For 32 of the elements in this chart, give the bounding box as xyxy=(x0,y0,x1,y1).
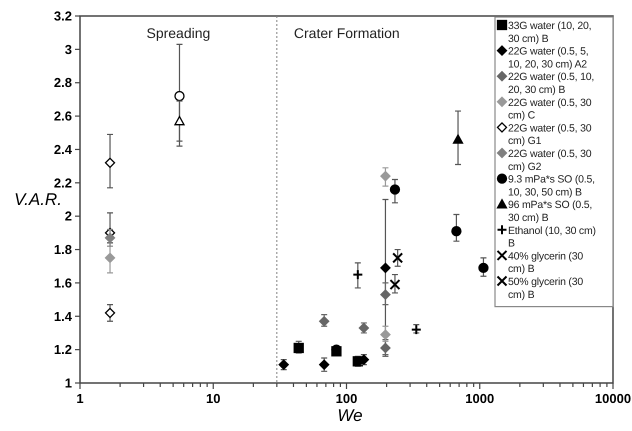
y-tick-label: 2.4 xyxy=(54,142,73,157)
y-tick-label: 1.8 xyxy=(54,242,72,258)
annotation: Crater Formation xyxy=(294,25,400,41)
x-tick-label: 1 xyxy=(76,391,84,406)
y-tick-label: 2.8 xyxy=(54,75,72,90)
y-tick-label: 1.2 xyxy=(54,342,72,358)
y-tick-label: 2 xyxy=(64,208,72,224)
legend-label: 40% glycerin (30 cm) B xyxy=(508,250,584,276)
y-axis-title: V.A.R. xyxy=(14,190,62,209)
y-tick-label: 1 xyxy=(64,376,72,390)
y-tick-label: 2.2 xyxy=(54,175,72,190)
y-tick-label: 1.6 xyxy=(54,275,72,290)
legend-label: 22G water (0.5, 5, 10, 20, 30 cm) A2 xyxy=(508,46,588,70)
legend-label: 33G water (10, 20, 30 cm) B xyxy=(508,20,592,45)
legend-label: Ethanol (10, 30 cm) B xyxy=(508,224,596,250)
y-tick-label: 2.6 xyxy=(54,108,72,124)
y-tick-label: 3.2 xyxy=(54,8,72,24)
y-tick-label: 1.4 xyxy=(54,308,73,324)
annotation: Spreading xyxy=(146,25,210,41)
x-tick-label: 10 xyxy=(206,391,220,406)
legend-label: 22G water (0.5, 10, 20, 30 cm) B xyxy=(508,71,594,96)
y-tick-label: 3 xyxy=(64,42,72,57)
legend-label: 22G water (0.5, 30 cm) G2 xyxy=(508,148,592,173)
x-tick-label: 10000 xyxy=(594,391,632,406)
x-tick-label: 1000 xyxy=(465,391,494,406)
x-axis-title: We xyxy=(337,406,363,425)
legend-label: 22G water (0.5, 30 cm) C xyxy=(508,96,592,122)
x-tick-label: 100 xyxy=(336,391,358,406)
legend-label: 50% glycerin (30 cm) B xyxy=(508,276,584,301)
legend-label: 96 mPa*s SO (0.5, 30 cm) B xyxy=(508,199,592,224)
legend-label: 22G water (0.5, 30 cm) G1 xyxy=(508,122,592,148)
legend-label: 9.3 mPa*s SO (0.5, 10, 30, 50 cm) B xyxy=(508,174,595,198)
